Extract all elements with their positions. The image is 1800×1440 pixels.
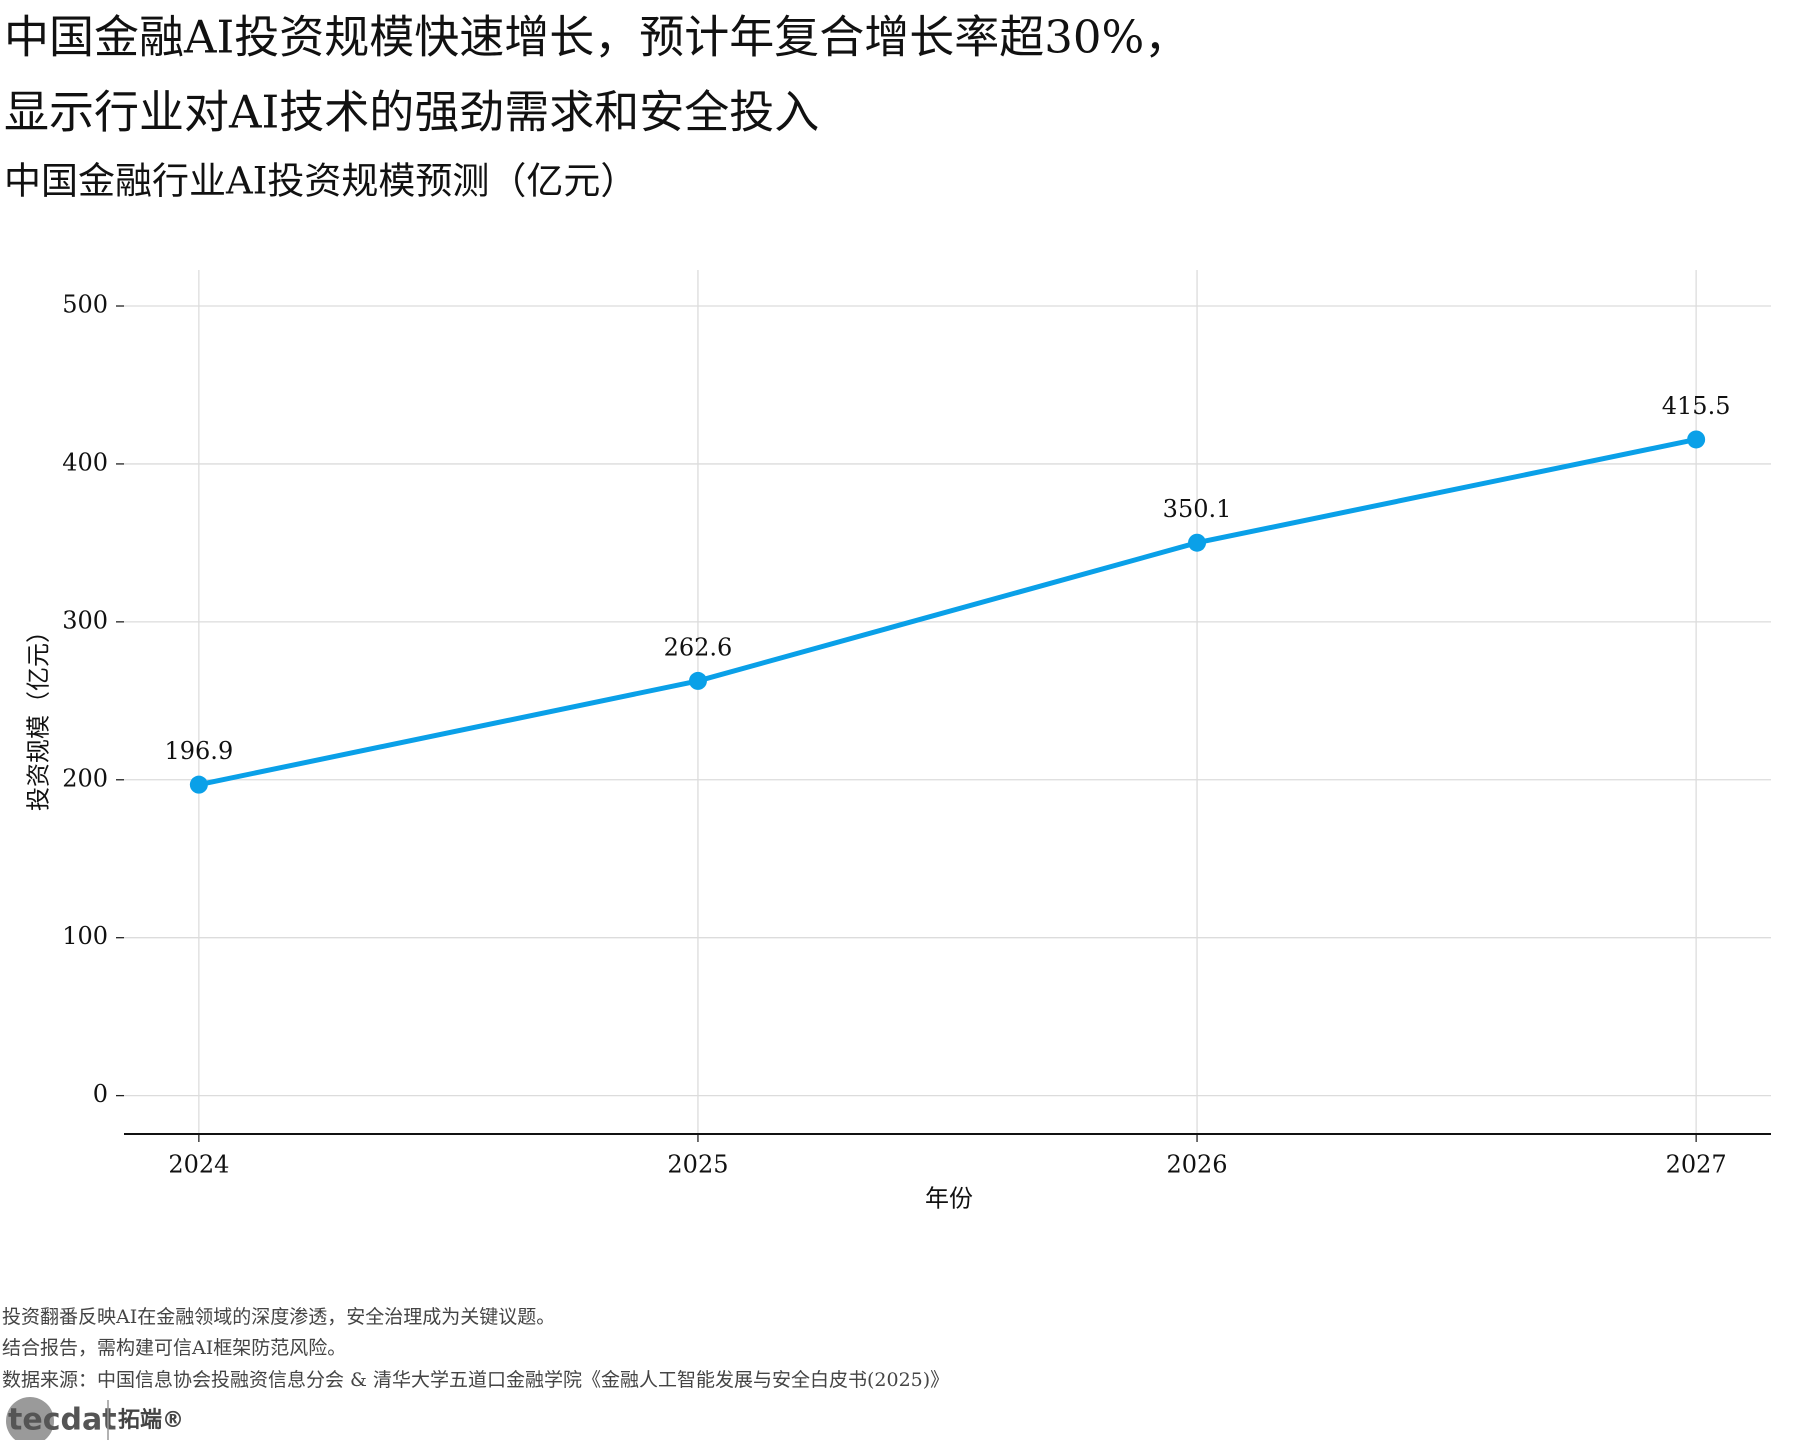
y-axis-label: 投资规模（亿元） — [25, 619, 53, 811]
logo-circle — [6, 1397, 54, 1440]
footnote: 投资翻番反映AI在金融领域的深度渗透，安全治理成为关键议题。 — [2, 1306, 555, 1328]
x-tick-label: 2026 — [1167, 1151, 1228, 1179]
logo-mark: tecdat — [8, 1403, 117, 1438]
footnote: 结合报告，需构建可信AI框架防范风险。 — [2, 1337, 346, 1359]
y-tick-label: 500 — [62, 291, 108, 319]
data-label: 196.9 — [165, 737, 234, 765]
marker — [688, 671, 707, 690]
line — [198, 437, 1697, 788]
x-axis-label: 年份 — [925, 1185, 973, 1213]
y-tick-label: 100 — [62, 922, 108, 950]
y-tick-label: 200 — [62, 764, 108, 792]
chart-title: 显示行业对AI技术的强劲需求和安全投入 — [4, 86, 819, 139]
data-label: 262.6 — [664, 633, 733, 661]
y-tick-label: 300 — [62, 606, 108, 634]
logo-brand: 拓端® — [118, 1408, 184, 1433]
x-tick-label: 2027 — [1666, 1151, 1727, 1179]
y-tick-label: 400 — [62, 448, 108, 476]
marker — [1687, 430, 1706, 449]
x-tick-label: 2024 — [168, 1151, 229, 1179]
x-tick-label: 2025 — [667, 1151, 728, 1179]
chart-subtitle: 中国金融行业AI投资规模预测（亿元） — [4, 160, 637, 203]
chart-title: 中国金融AI投资规模快速增长，预计年复合增长率超30%， — [4, 11, 1189, 64]
data-label: 350.1 — [1163, 495, 1232, 523]
data-label: 415.5 — [1662, 392, 1731, 420]
marker — [1188, 533, 1207, 552]
y-tick-label: 0 — [93, 1080, 108, 1108]
footnote: 数据来源：中国信息协会投融资信息分会 & 清华大学五道口金融学院《金融人工智能发… — [2, 1369, 949, 1391]
marker — [189, 775, 208, 794]
